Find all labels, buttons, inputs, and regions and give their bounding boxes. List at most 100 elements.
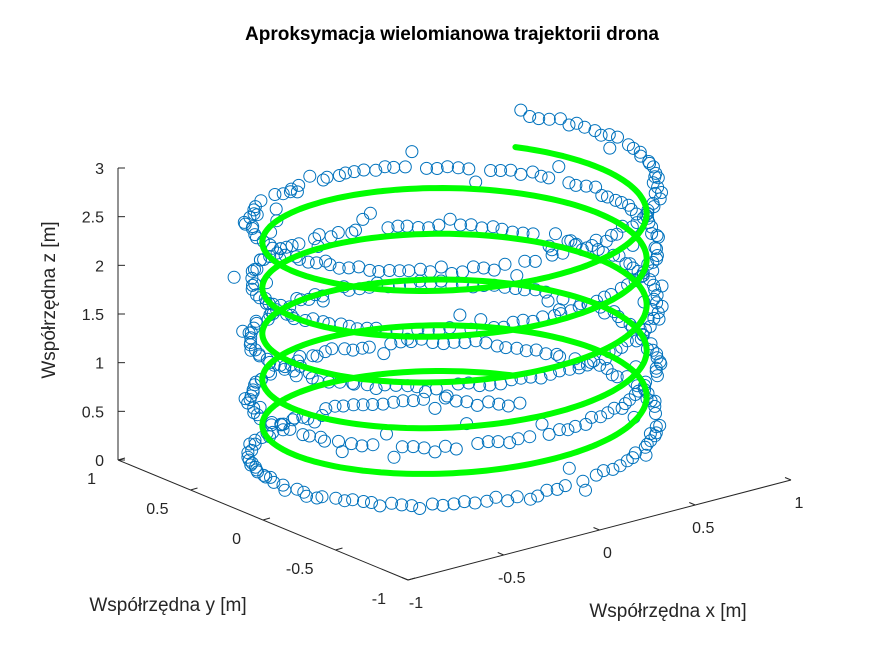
scatter-point [523, 430, 537, 444]
scatter-point [347, 165, 361, 179]
scatter-point [278, 362, 292, 376]
scatter-point [247, 203, 261, 217]
scatter-point [615, 196, 628, 209]
scatter-point [276, 478, 290, 492]
scatter-point [503, 436, 517, 450]
scatter-point [290, 185, 304, 199]
scatter-point [417, 441, 431, 455]
scatter-point [280, 240, 293, 254]
scatter-point [398, 160, 412, 174]
y-tick-mark [190, 487, 198, 491]
scatter-point [345, 226, 359, 240]
scatter-point [549, 227, 562, 241]
scatter-point [597, 464, 610, 478]
scatter-point [349, 223, 362, 237]
scatter-point [562, 176, 576, 190]
scatter-point [436, 498, 450, 512]
scatter-point [624, 203, 638, 216]
z-tick-label: 3 [95, 161, 104, 178]
z-axis-label: Współrzędna z [m] [39, 221, 60, 378]
scatter-point [269, 202, 283, 216]
scatter-point [246, 278, 259, 292]
scatter-point [265, 418, 278, 432]
scatter-point [385, 496, 399, 510]
scatter-point [430, 162, 444, 175]
scatter-point [601, 190, 614, 204]
z-tick-label: 2 [95, 258, 104, 275]
scatter-point [649, 364, 663, 378]
scatter-point [257, 468, 271, 482]
scatter-point [346, 493, 360, 507]
z-tick-label: 0.5 [82, 404, 104, 421]
scatter-point [633, 145, 647, 159]
z-tick-label: 2.5 [82, 210, 104, 227]
scatter-point [270, 246, 284, 260]
scatter-point [417, 392, 430, 406]
scatter-point [652, 312, 666, 326]
scatter-point [346, 343, 360, 357]
scatter-point [248, 228, 262, 242]
scatter-point [634, 149, 648, 163]
y-tick-label: -0.5 [286, 561, 314, 578]
scatter-point [387, 160, 401, 174]
scatter-point [595, 189, 609, 202]
scatter-point [603, 141, 617, 155]
scatter-point [267, 475, 281, 489]
scatter-point [325, 342, 339, 356]
scatter-point [377, 347, 391, 361]
scatter-point [395, 440, 409, 454]
scatter-point [510, 341, 524, 355]
scatter-point [481, 435, 495, 449]
scatter-point [451, 161, 465, 175]
scatter-point [561, 423, 575, 437]
scatter-point [447, 497, 461, 511]
scatter-point [303, 169, 317, 183]
scatter-point [406, 394, 420, 408]
scatter-point [396, 394, 410, 408]
scatter-point [528, 254, 542, 268]
scatter-point [382, 264, 396, 277]
scatter-point [328, 399, 342, 413]
scatter-point [318, 345, 332, 359]
scatter-point [499, 341, 513, 355]
y-axis-label: Współrzędna y [m] [89, 595, 246, 616]
x-tick-mark [401, 577, 409, 581]
scatter-point [338, 166, 352, 180]
scatter-point [357, 163, 371, 177]
z-tick-label: 1 [95, 356, 104, 373]
scatter-point [306, 349, 320, 363]
scatter-point [529, 343, 543, 357]
scatter-point [477, 261, 491, 275]
fit-line [259, 144, 650, 477]
scatter-point [247, 401, 261, 415]
scatter-point [618, 397, 632, 411]
scatter-point [494, 164, 508, 177]
scatter-point [245, 222, 259, 235]
scatter-point [270, 214, 284, 228]
scatter-point [562, 118, 576, 132]
scatter-point [628, 446, 642, 460]
scatter-point [653, 355, 667, 369]
scatter-point [400, 219, 414, 233]
scatter-point [243, 437, 257, 451]
x-tick-label: -0.5 [498, 570, 526, 587]
scatter-point [589, 233, 603, 247]
scatter-point [568, 419, 582, 433]
scatter-point [594, 410, 608, 424]
y-tick-label: 0 [232, 531, 241, 548]
scatter-point [504, 163, 518, 177]
scatter-point [588, 124, 602, 138]
scatter-point [248, 437, 262, 451]
scatter-point [323, 258, 337, 272]
scatter-point [514, 103, 528, 117]
scatter-point [441, 160, 454, 174]
scatter-point [649, 166, 663, 180]
y-tick-mark [335, 547, 343, 551]
scatter-point [651, 230, 665, 244]
scatter-point [406, 440, 420, 454]
scatter-point [558, 479, 572, 493]
scatter-point [486, 220, 500, 234]
scatter-point [227, 270, 241, 284]
